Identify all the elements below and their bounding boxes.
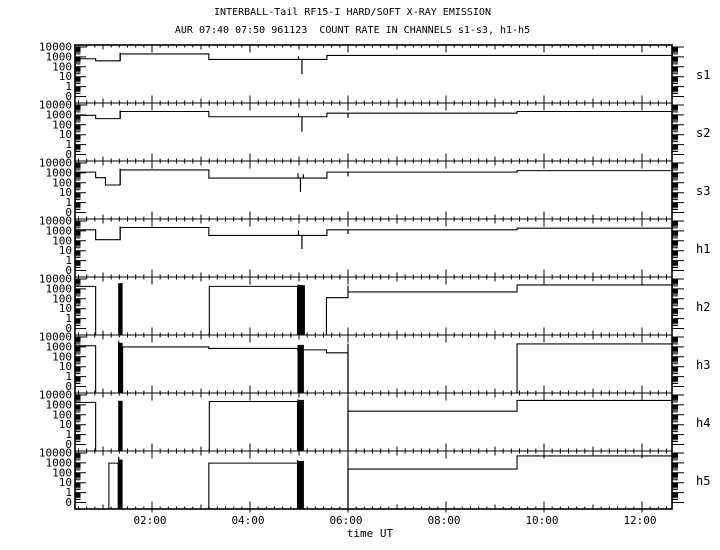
y-tick-label: 0 bbox=[65, 380, 72, 393]
y-tick-label: 0 bbox=[65, 148, 72, 161]
y-tick-label: 1 bbox=[65, 138, 72, 151]
y-tick-label: 0 bbox=[65, 496, 72, 509]
y-tick-label: 10 bbox=[59, 476, 72, 489]
trace-h4 bbox=[75, 399, 672, 452]
trace-s2 bbox=[75, 110, 672, 120]
burst-bar-h4 bbox=[297, 399, 304, 451]
y-tick-label: 100 bbox=[52, 408, 72, 421]
trace-s3 bbox=[75, 169, 672, 186]
y-tick-label: 0 bbox=[65, 90, 72, 103]
spikes-s3 bbox=[119, 168, 349, 192]
y-tick-label: 10000 bbox=[39, 389, 72, 402]
y-tick-label: 1000 bbox=[46, 50, 73, 63]
y-tick-label: 10000 bbox=[39, 273, 72, 286]
x-tick-label: 06:00 bbox=[329, 514, 362, 527]
y-tick-label: 100 bbox=[52, 292, 72, 305]
y-tick-label: 10 bbox=[59, 186, 72, 199]
channel-label-h3: h3 bbox=[696, 358, 710, 372]
burst-bar-h3 bbox=[297, 344, 304, 393]
x-tick-label: 12:00 bbox=[623, 514, 656, 527]
y-tick-label: 1000 bbox=[46, 224, 73, 237]
x-tick-label: 10:00 bbox=[525, 514, 558, 527]
y-tick-label: 0 bbox=[65, 264, 72, 277]
y-tick-label: 10 bbox=[59, 244, 72, 257]
y-tick-label: 10 bbox=[59, 128, 72, 141]
y-tick-label: 100 bbox=[52, 466, 72, 479]
spikes-h2 bbox=[297, 284, 349, 292]
y-tick-label: 100 bbox=[52, 118, 72, 131]
x-tick-label: 04:00 bbox=[231, 514, 264, 527]
channel-label-s3: s3 bbox=[696, 184, 710, 198]
y-tick-label: 100 bbox=[52, 234, 72, 247]
y-tick-label: 10000 bbox=[39, 215, 72, 228]
burst-bar-h5 bbox=[118, 459, 123, 509]
x-axis-ticks bbox=[78, 45, 667, 513]
burst-bar-h5 bbox=[297, 460, 304, 509]
y-tick-label: 1 bbox=[65, 486, 72, 499]
y-tick-label: 10000 bbox=[39, 447, 72, 460]
channel-label-s1: s1 bbox=[696, 68, 710, 82]
y-tick-label: 1000 bbox=[46, 340, 73, 353]
y-tick-label: 100 bbox=[52, 60, 72, 73]
y-tick-label: 1000 bbox=[46, 456, 73, 469]
spikes-h1 bbox=[119, 226, 349, 249]
y-tick-label: 1000 bbox=[46, 108, 73, 121]
y-tick-label: 10000 bbox=[39, 157, 72, 170]
y-tick-label: 10000 bbox=[39, 331, 72, 344]
y-tick-label: 1 bbox=[65, 254, 72, 267]
y-tick-label: 1000 bbox=[46, 166, 73, 179]
channel-label-h5: h5 bbox=[696, 474, 710, 488]
burst-bar-h3 bbox=[118, 342, 123, 393]
channel-label-h1: h1 bbox=[696, 242, 710, 256]
y-tick-label: 10000 bbox=[39, 99, 72, 112]
y-axis-ticks bbox=[75, 46, 684, 503]
channel-label-s2: s2 bbox=[696, 126, 710, 140]
y-tick-label: 1000 bbox=[46, 282, 73, 295]
spikes-h5 bbox=[118, 456, 349, 509]
spikes-s1 bbox=[119, 52, 303, 75]
burst-bar-h2 bbox=[297, 285, 305, 335]
y-tick-label: 1 bbox=[65, 370, 72, 383]
trace-h2 bbox=[75, 284, 672, 336]
y-tick-label: 1 bbox=[65, 428, 72, 441]
spikes-h3 bbox=[118, 340, 349, 393]
y-tick-label: 10 bbox=[59, 70, 72, 83]
y-tick-label: 10 bbox=[59, 360, 72, 373]
channel-label-h4: h4 bbox=[696, 416, 710, 430]
chart-title: INTERBALL-Tail RF15-I HARD/SOFT X-RAY EM… bbox=[214, 7, 491, 18]
channel-label-h2: h2 bbox=[696, 300, 710, 314]
y-tick-label: 0 bbox=[65, 438, 72, 451]
y-tick-label: 1 bbox=[65, 312, 72, 325]
y-tick-label: 0 bbox=[65, 322, 72, 335]
y-tick-label: 1000 bbox=[46, 398, 73, 411]
y-tick-label: 100 bbox=[52, 176, 72, 189]
burst-bar-h2 bbox=[118, 283, 123, 335]
trace-h3 bbox=[75, 343, 672, 394]
y-tick-label: 1 bbox=[65, 196, 72, 209]
x-tick-label: 02:00 bbox=[133, 514, 166, 527]
y-tick-label: 1 bbox=[65, 80, 72, 93]
chart-subtitle: AUR 07:40 07:50 961123 COUNT RATE IN CHA… bbox=[174, 25, 531, 36]
y-tick-label: 10000 bbox=[39, 41, 72, 54]
trace-s1 bbox=[75, 53, 672, 62]
spikes-s2 bbox=[119, 110, 349, 132]
y-tick-label: 10 bbox=[59, 418, 72, 431]
y-tick-label: 100 bbox=[52, 350, 72, 363]
x-tick-label: 08:00 bbox=[427, 514, 460, 527]
y-tick-label: 10 bbox=[59, 302, 72, 315]
burst-bar-h4 bbox=[118, 400, 123, 451]
spikes-h4 bbox=[297, 397, 349, 451]
x-axis-title: time UT bbox=[347, 527, 394, 540]
trace-h1 bbox=[75, 226, 672, 241]
y-tick-label: 0 bbox=[65, 206, 72, 219]
trace-h5 bbox=[75, 455, 672, 510]
